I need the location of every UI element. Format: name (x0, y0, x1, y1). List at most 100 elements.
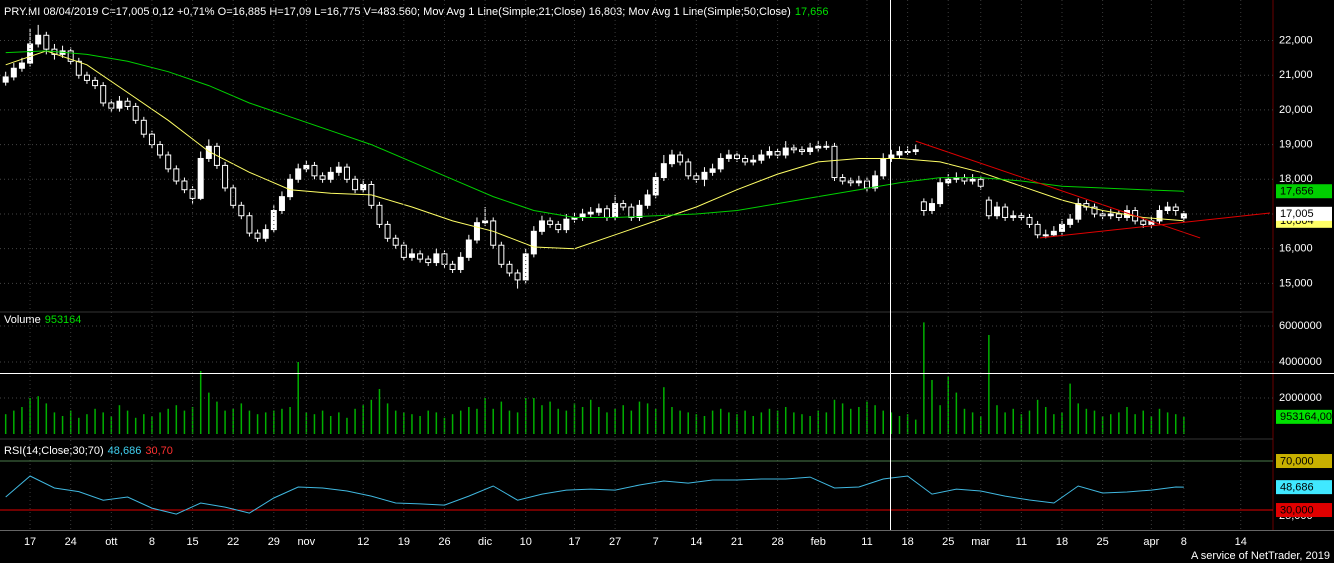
candle-body (766, 151, 773, 156)
volume-bar (29, 397, 31, 434)
volume-bar (468, 406, 470, 434)
value-box-label: 48,686 (1280, 482, 1314, 494)
volume-bar (728, 412, 730, 434)
value-box (1276, 206, 1332, 221)
candle-body (880, 157, 887, 177)
volume-bar (833, 399, 836, 434)
candle-body (1180, 213, 1187, 219)
volume-bar (622, 405, 624, 434)
volume-bar (134, 417, 137, 434)
volume-bar (744, 410, 746, 434)
volume-bar (492, 408, 494, 434)
volume-bar (1118, 412, 1120, 434)
volume-bar (606, 412, 608, 434)
candle-body (628, 206, 635, 218)
volume-bar (208, 392, 210, 434)
volume-bar (362, 405, 364, 434)
volume-bar (273, 410, 275, 434)
volume-bar (167, 408, 169, 434)
candle-body (311, 164, 318, 177)
volume-bar (459, 410, 462, 434)
candle-body (408, 253, 415, 258)
candle-body (75, 60, 82, 76)
candle-body (1002, 206, 1009, 218)
candle-body (18, 62, 25, 69)
volume-bar (614, 408, 616, 434)
volume-bar (890, 412, 893, 434)
candle-body (457, 256, 464, 271)
candle-body (969, 178, 976, 182)
volume-bar (45, 403, 48, 434)
volume-bar (37, 396, 39, 434)
moving-average (5, 50, 1184, 250)
volume-bar (500, 401, 503, 434)
volume-bar (663, 387, 665, 434)
volume-bar (1012, 408, 1014, 434)
candle-body (417, 253, 424, 260)
x-tick-label: 17 (24, 536, 36, 548)
candle-body (587, 211, 594, 215)
candle-body (92, 79, 99, 87)
candle-body (1058, 223, 1065, 232)
volume-bar (1183, 416, 1185, 434)
volume-bar (687, 412, 689, 434)
candle-body (384, 223, 391, 239)
candle-body (612, 203, 619, 218)
panel-title-value: 48,686 (108, 445, 142, 457)
volume-bar (321, 410, 324, 434)
volume-bar (581, 406, 584, 434)
volume-bar (768, 408, 771, 434)
volume-bar (338, 412, 340, 434)
candle-body (993, 206, 1000, 217)
candle-body (400, 244, 407, 258)
volume-bar (1069, 383, 1071, 434)
y-tick-label: 18,000 (1279, 173, 1313, 185)
candle-body (742, 157, 749, 163)
volume-bar (784, 406, 787, 434)
volume-bar (1126, 406, 1128, 434)
candle-body (1091, 206, 1098, 215)
candle-body (888, 154, 895, 159)
candle-body (555, 223, 562, 231)
volume-bar (573, 403, 576, 434)
volume-bar (427, 410, 429, 434)
volume-bar (1109, 414, 1112, 434)
candle-body (725, 154, 732, 159)
volume-bar (53, 412, 56, 434)
panel-title: PRY.MI 08/04/2019 C=17,005 0,12 +0,71% O… (4, 6, 829, 18)
candle-body (823, 145, 830, 148)
candle-body (140, 119, 147, 135)
candle-body (27, 43, 34, 64)
volume-bar (719, 408, 722, 434)
candle-body (433, 253, 440, 264)
volume-bar (630, 410, 633, 434)
candle-body (132, 105, 139, 121)
candle-body (636, 204, 643, 218)
volume-bar (289, 406, 291, 434)
x-tick-label: mar (971, 536, 990, 548)
volume-bar (679, 410, 681, 434)
candle-body (376, 204, 383, 225)
rsi-line (5, 475, 1184, 515)
volume-bar (126, 410, 129, 434)
candle-body (43, 34, 50, 50)
candle-body (1099, 213, 1106, 217)
volume-bar (297, 361, 299, 434)
x-tick-label: 18 (901, 536, 913, 548)
candle-body (238, 204, 245, 217)
x-tick-label: 8 (1181, 536, 1187, 548)
volume-bar (69, 410, 72, 434)
candle-body (912, 149, 919, 153)
candle-body (985, 199, 992, 217)
candle-body (847, 180, 854, 184)
candle-body (506, 263, 513, 274)
x-tick-label: 14 (690, 536, 702, 548)
candle-body (278, 196, 285, 212)
volume-bar (394, 410, 397, 434)
volume-bar (549, 401, 551, 434)
candle-body (295, 168, 302, 180)
volume-bar (1044, 406, 1047, 434)
volume-bar (370, 399, 373, 434)
candle-body (928, 203, 935, 212)
candle-body (815, 145, 822, 149)
